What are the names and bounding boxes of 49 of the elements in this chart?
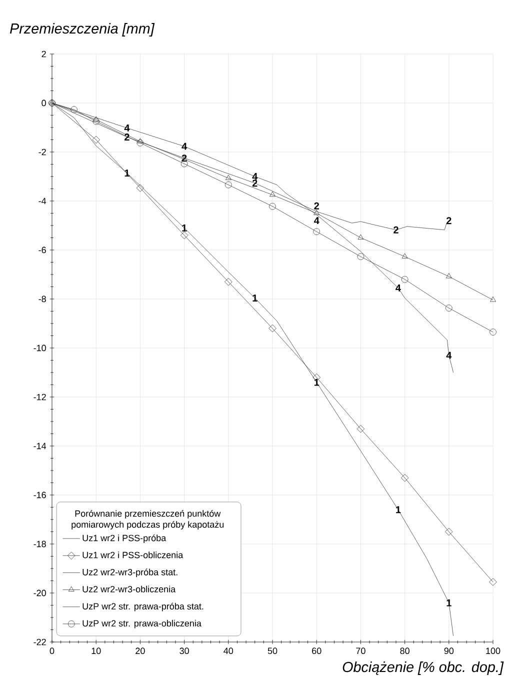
annotation: 4: [182, 142, 188, 150]
x-tick-label: 80: [400, 648, 410, 654]
x-tick-label: 70: [356, 648, 366, 654]
annotation: 1: [252, 294, 258, 302]
y-tick-label: -10: [34, 344, 46, 352]
annotation: 2: [446, 217, 452, 224]
legend-label: Uz1 wr2 i PSS-obliczenia: [82, 552, 184, 558]
y-tick-label: -16: [34, 492, 46, 498]
annotation: 4: [252, 173, 258, 180]
legend-label: UzP wr2 str. prawa-obliczenia: [82, 620, 202, 628]
legend-label: Uz2 wr2-wr3-próba stat.: [82, 568, 178, 578]
annotation: 2: [252, 180, 258, 187]
x-tick-label: 10: [92, 648, 101, 654]
x-tick-label: 0: [50, 648, 54, 654]
y-tick-label: -20: [34, 590, 46, 596]
annotation: 4: [314, 217, 320, 224]
annotation: 2: [394, 226, 398, 234]
annotation: 2: [314, 202, 319, 210]
annotation: 1: [396, 506, 401, 514]
y-tick-label: 2: [42, 50, 46, 58]
y-tick-label: -6: [38, 246, 46, 254]
y-tick-label: -14: [34, 442, 46, 450]
x-tick-label: 90: [444, 648, 454, 654]
x-tick-label: 40: [224, 648, 234, 654]
annotation: 1: [182, 224, 187, 232]
y-tick-label: 0: [42, 100, 46, 106]
y-axis-title: Przemieszczenia [mm]: [10, 23, 155, 36]
legend-title: Porównanie przemieszczeń punktów pomiarowych podczas próby kapotażu: [72, 510, 224, 530]
y-tick-label: -4: [38, 198, 46, 204]
x-tick-label: 50: [268, 648, 278, 654]
x-axis-title: Obciążenie [% obc. dop.]: [342, 662, 504, 675]
y-tick-label: -8: [38, 296, 46, 302]
annotation: 4: [446, 352, 452, 359]
y-tick-label: -12: [34, 394, 46, 400]
annotation: 4: [124, 124, 130, 132]
x-tick-label: 60: [312, 648, 322, 654]
annotation: 4: [396, 284, 401, 292]
x-tick-label: 20: [136, 648, 145, 654]
y-tick-label: -22: [34, 638, 46, 646]
legend-label: Uz1 wr2 i PSS-próba: [82, 534, 166, 543]
legend-label: UzP wr2 str. prawa-próba stat.: [82, 602, 204, 612]
legend-label: Uz2 wr2-wr3-obliczenia: [82, 586, 176, 592]
x-tick-label: 30: [180, 648, 189, 654]
y-tick-label: -18: [34, 540, 46, 548]
annotation: 2: [182, 154, 187, 162]
y-tick-label: -2: [38, 148, 46, 156]
annotation: 1: [446, 599, 452, 606]
x-tick-label: 100: [486, 648, 500, 654]
annotation: 1: [314, 378, 320, 386]
